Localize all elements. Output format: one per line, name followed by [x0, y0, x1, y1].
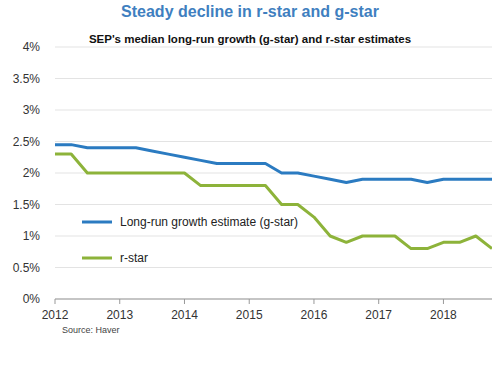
series-line: [55, 145, 492, 183]
grid-line: [55, 110, 492, 111]
x-tick-label: 2018: [430, 308, 457, 322]
x-axis: [55, 299, 492, 300]
y-tick-label: 0.5%: [13, 261, 41, 275]
x-tick-label: 2014: [171, 308, 198, 322]
grid-line: [55, 141, 492, 142]
grid-line: [55, 236, 492, 237]
x-tick-label: 2016: [301, 308, 328, 322]
x-tick: [55, 299, 56, 304]
title: Steady decline in r-star and g-star: [121, 3, 379, 20]
chart: Steady decline in r-star and g-star SEP's…: [0, 0, 500, 365]
x-tick: [184, 299, 185, 304]
x-tick: [378, 299, 379, 304]
source: Source: Haver: [62, 325, 120, 335]
y-tick-label: 1.5%: [13, 198, 41, 212]
x-tick-label: 2017: [365, 308, 392, 322]
x-tick: [313, 299, 314, 304]
series-line: [55, 154, 492, 249]
x-tick: [249, 299, 250, 304]
y-tick-label: 3%: [23, 103, 41, 117]
y-tick-label: 2%: [23, 166, 41, 180]
x-tick-label: 2013: [106, 308, 133, 322]
grid-line: [55, 299, 492, 300]
grid-line: [55, 47, 492, 48]
x-tick-label: 2015: [236, 308, 263, 322]
grid-line: [55, 267, 492, 268]
plot-area: [55, 145, 492, 249]
legend-swatch: [82, 257, 112, 260]
grid-line: [55, 204, 492, 205]
y-tick-label: 3.5%: [13, 72, 41, 86]
legend-label: r-star: [120, 251, 148, 265]
y-tick-label: 4%: [23, 40, 41, 54]
x-tick-label: 2012: [42, 308, 69, 322]
legend-label: Long-run growth estimate (g-star): [120, 215, 298, 229]
grid-line: [55, 78, 492, 79]
subtitle: SEP's median long-run growth (g-star) an…: [89, 33, 411, 45]
x-tick: [119, 299, 120, 304]
legend-swatch: [82, 221, 112, 224]
y-tick-label: 1%: [23, 229, 41, 243]
x-tick: [443, 299, 444, 304]
y-tick-label: 0%: [23, 292, 41, 306]
y-tick-label: 2.5%: [13, 135, 41, 149]
